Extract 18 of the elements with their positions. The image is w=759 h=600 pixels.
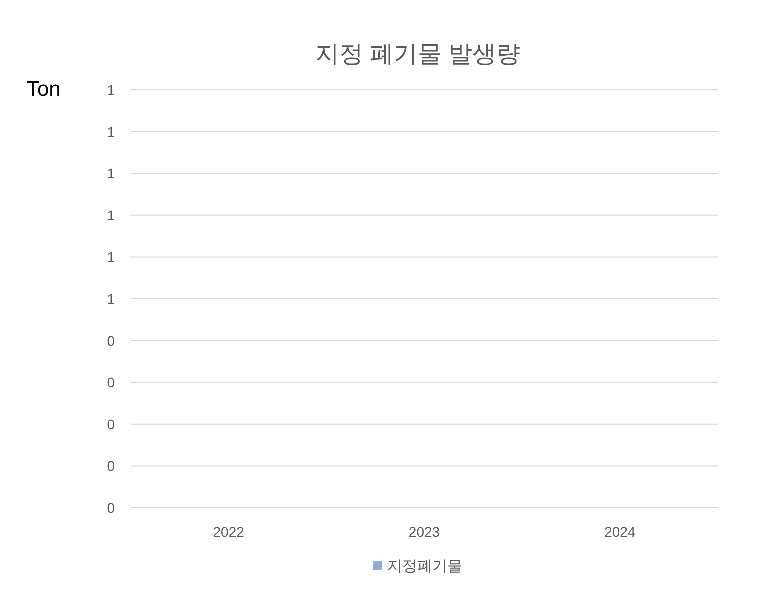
x-tick-label: 2023	[408, 524, 440, 540]
y-tick-label: 1	[107, 82, 116, 98]
legend-label: 지정폐기물	[388, 558, 462, 575]
y-tick-label: 0	[107, 332, 116, 349]
y-tick-label: 0	[107, 500, 116, 516]
title: 지정 폐기물 발생량	[315, 41, 521, 68]
y-tick-label: 0	[107, 416, 116, 432]
legend-item: 지정폐기물	[374, 558, 462, 575]
x-tick-label: 2022	[213, 524, 245, 540]
y-tick-label: 1	[107, 249, 116, 266]
y-tick-label: 1	[107, 166, 116, 182]
y-tick-label: 0	[107, 374, 116, 391]
y-tick-label: 0	[107, 458, 116, 474]
y-tick-label: 1	[107, 207, 116, 224]
y-tick-label: 1	[107, 124, 116, 140]
ylabel: Ton	[27, 78, 61, 101]
x-tick-label: 2024	[604, 524, 636, 540]
y-tick-label: 1	[107, 291, 116, 307]
